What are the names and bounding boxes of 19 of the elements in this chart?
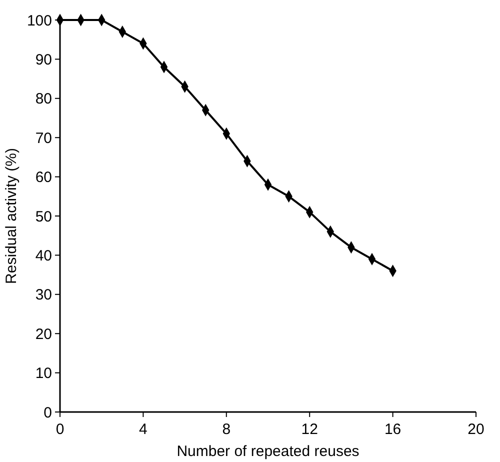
x-tick-label: 4 [139, 421, 148, 438]
y-tick-label: 90 [35, 51, 52, 68]
x-axis-title: Number of repeated reuses [176, 443, 360, 460]
y-tick-label: 20 [35, 326, 52, 343]
y-tick-label: 0 [44, 404, 52, 422]
x-tick-label: 8 [222, 421, 231, 438]
y-tick-label: 30 [35, 286, 52, 304]
y-tick-label: 70 [35, 130, 52, 147]
y-tick-label: 10 [35, 365, 52, 382]
y-axis-title: Residual activity (%) [3, 148, 20, 284]
x-tick-label: 16 [384, 421, 402, 438]
x-tick-label: 12 [301, 421, 318, 438]
y-tick-label: 40 [35, 247, 52, 264]
y-tick-label: 50 [35, 208, 52, 226]
x-tick-label: 0 [56, 421, 64, 438]
y-tick-label: 80 [35, 90, 52, 108]
y-tick-label: 100 [26, 12, 52, 30]
x-tick-label: 20 [468, 421, 484, 438]
y-tick-label: 60 [35, 169, 52, 186]
